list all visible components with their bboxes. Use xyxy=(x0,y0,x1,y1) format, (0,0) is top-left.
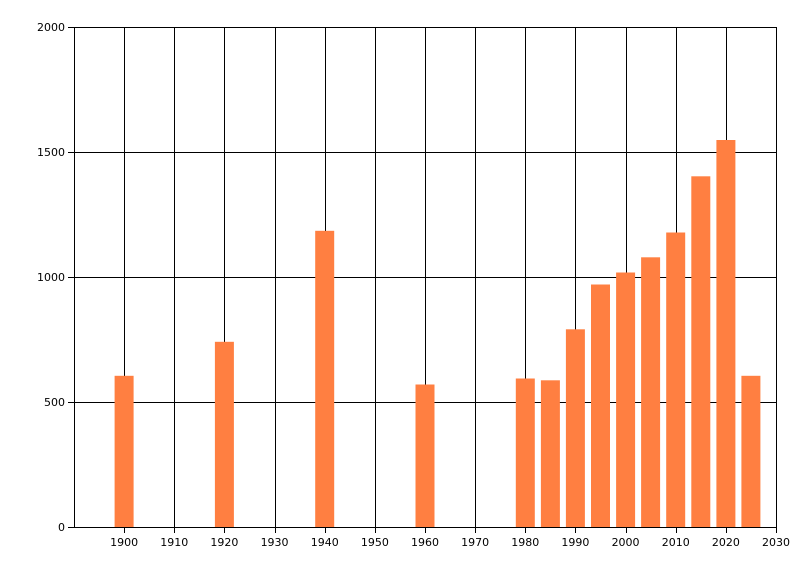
x-tick-label-2010: 2010 xyxy=(662,536,690,549)
y-tick-label-1500: 1500 xyxy=(37,146,65,159)
bar-1940 xyxy=(315,230,335,528)
bars xyxy=(114,140,761,528)
x-tick-label-1950: 1950 xyxy=(361,536,389,549)
bar-2005 xyxy=(641,257,661,528)
bar-1980 xyxy=(515,378,535,527)
x-tick-label-1970: 1970 xyxy=(461,536,489,549)
x-tick-label-1980: 1980 xyxy=(511,536,539,549)
bar-1990 xyxy=(565,329,585,528)
x-tick-label-1960: 1960 xyxy=(411,536,439,549)
x-tick-label-1990: 1990 xyxy=(561,536,589,549)
tick-labels: 0 500 1000 1500 2000 1900 1910 1920 1930 1940 1950… xyxy=(37,21,790,549)
y-tick-label-2000: 2000 xyxy=(37,21,65,34)
x-tick-label-2020: 2020 xyxy=(712,536,740,549)
axes xyxy=(68,27,777,533)
x-tick-label-1940: 1940 xyxy=(311,536,339,549)
bar-1920 xyxy=(214,341,234,528)
y-tick-label-0: 0 xyxy=(58,521,65,534)
x-tick-label-1930: 1930 xyxy=(261,536,289,549)
bar-1960 xyxy=(415,384,435,527)
x-tick-label-1920: 1920 xyxy=(210,536,238,549)
bar-1900 xyxy=(114,375,134,528)
x-tick-label-1910: 1910 xyxy=(160,536,188,549)
bar-2000 xyxy=(616,272,636,527)
bar-1995 xyxy=(591,284,610,527)
bar-2010 xyxy=(666,232,686,527)
bar-2020 xyxy=(716,140,736,527)
y-tick-label-1000: 1000 xyxy=(37,271,65,284)
bar-2025 xyxy=(741,375,761,528)
x-tick-label-2030: 2030 xyxy=(762,536,790,549)
bar-2015 xyxy=(691,176,711,528)
x-tick-label-2000: 2000 xyxy=(612,536,640,549)
y-tick-label-500: 500 xyxy=(44,396,65,409)
bar-1985 xyxy=(540,380,560,528)
x-tick-label-1900: 1900 xyxy=(110,536,138,549)
